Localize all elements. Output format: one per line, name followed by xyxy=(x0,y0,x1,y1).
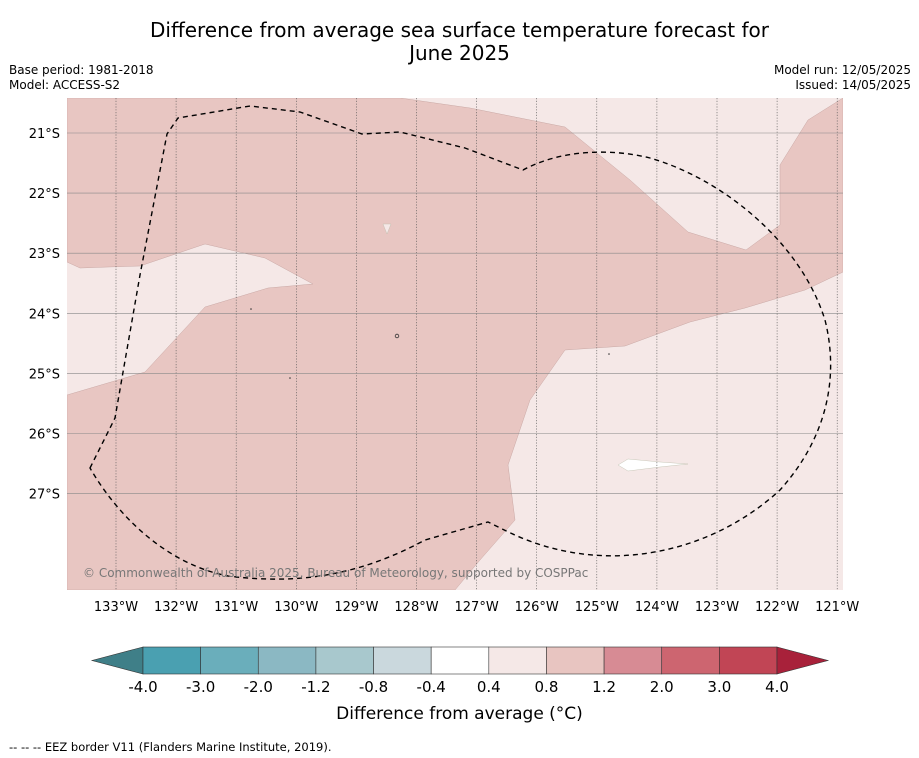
colorbar-extend-low xyxy=(90,646,144,675)
latitude-label: 21°S xyxy=(29,127,60,142)
longitude-label: 130°W xyxy=(274,600,318,615)
colorbar-segment xyxy=(315,646,374,675)
colorbar-tick-label: 4.0 xyxy=(765,678,789,696)
model-text: Model: ACCESS-S2 xyxy=(9,78,121,92)
island-mark-2 xyxy=(250,308,252,310)
eez-border xyxy=(89,105,832,580)
colorbar-tick-label: 3.0 xyxy=(707,678,731,696)
title-line-1: Difference from average sea surface temp… xyxy=(149,18,769,42)
colorbar-tick-label: -0.8 xyxy=(359,678,388,696)
colorbar-extend-high xyxy=(776,646,830,675)
issued-text: Issued: 14/05/2025 xyxy=(795,78,911,92)
latitude-label: 23°S xyxy=(29,247,60,262)
colorbar-tick-label: -2.0 xyxy=(244,678,273,696)
colorbar-segment xyxy=(719,646,778,675)
colorbar-segment xyxy=(373,646,432,675)
longitude-labels: 133°W 132°W 131°W 130°W 129°W 128°W 127°W 126°W… xyxy=(94,600,860,615)
longitude-label: 127°W xyxy=(455,600,499,615)
latitude-label: 25°S xyxy=(29,367,60,382)
colorbar-tick-label: 0.8 xyxy=(535,678,559,696)
longitude-label: 123°W xyxy=(695,600,739,615)
colorbar-tick-label: -4.0 xyxy=(128,678,157,696)
colorbar-segment xyxy=(142,646,201,675)
latitude-label: 22°S xyxy=(29,187,60,202)
colorbar-tick-label: 2.0 xyxy=(650,678,674,696)
colorbar-tick-label: 1.2 xyxy=(592,678,616,696)
longitude-label: 132°W xyxy=(154,600,198,615)
neutral-spot-north xyxy=(382,223,392,235)
colorbar-segment xyxy=(546,646,605,675)
neutral-spot-east xyxy=(617,458,689,472)
colorbar-segment xyxy=(488,646,547,675)
model-run-text: Model run: 12/05/2025 xyxy=(773,63,911,77)
island-mark-4 xyxy=(608,353,610,355)
colorbar-tick-label: 0.4 xyxy=(477,678,501,696)
latitude-label: 27°S xyxy=(29,488,60,503)
latitude-label: 24°S xyxy=(29,307,60,322)
longitude-label: 126°W xyxy=(515,600,559,615)
colorbar-segment xyxy=(603,646,663,675)
latitude-label: 26°S xyxy=(29,428,60,443)
copyright-text: © Commonwealth of Australia 2025, Bureau… xyxy=(83,566,588,580)
colorbar-tick-label: -0.4 xyxy=(417,678,446,696)
longitude-label: 125°W xyxy=(575,600,619,615)
colorbar: -4.0 -3.0 -2.0 -1.2 -0.8 -0.4 0.4 0.8 1.2 2.0 3.0 4… xyxy=(90,646,830,696)
colorbar-title: Difference from average (°C) xyxy=(336,704,583,724)
base-period-text: Base period: 1981-2018 xyxy=(9,63,154,77)
longitude-label: 128°W xyxy=(394,600,438,615)
longitude-label: 124°W xyxy=(635,600,679,615)
colorbar-segment xyxy=(430,646,490,675)
colorbar-segment xyxy=(661,646,720,675)
island-mark-1 xyxy=(394,333,400,339)
eez-legend-note: -- -- -- EEZ border V11 (Flanders Marine… xyxy=(9,740,332,754)
title-line-2: June 2025 xyxy=(409,41,510,65)
longitude-label: 133°W xyxy=(94,600,138,615)
longitude-label: 122°W xyxy=(755,600,799,615)
meta-right: Model run: 12/05/2025 Issued: 14/05/2025 xyxy=(774,63,911,93)
colorbar-tick-label: -3.0 xyxy=(186,678,215,696)
latitude-labels: 21°S 22°S 23°S 24°S 25°S 26°S 27°S xyxy=(29,127,60,503)
gridlines xyxy=(67,98,843,590)
colorbar-segment xyxy=(200,646,259,675)
longitude-label: 121°W xyxy=(815,600,859,615)
sst-map xyxy=(67,98,843,590)
longitude-label: 131°W xyxy=(214,600,258,615)
meta-left: Base period: 1981-2018 Model: ACCESS-S2 xyxy=(9,63,154,93)
island-mark-3 xyxy=(289,377,291,379)
colorbar-segment xyxy=(257,646,317,675)
colorbar-tick-label: -1.2 xyxy=(301,678,330,696)
chart-title: Difference from average sea surface temp… xyxy=(0,19,919,65)
longitude-label: 129°W xyxy=(334,600,378,615)
